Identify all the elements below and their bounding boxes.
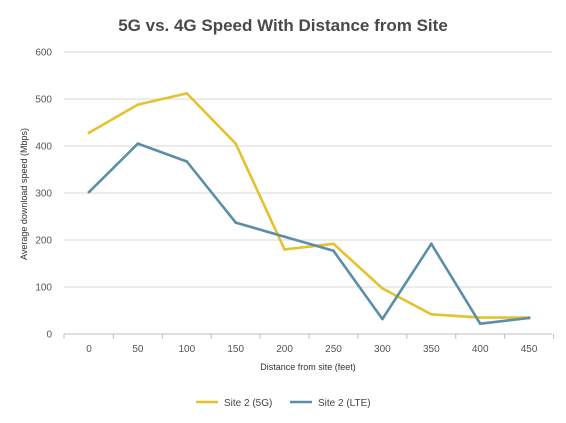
x-axis-label: Distance from site (feet) <box>260 362 356 372</box>
watermark-text: 笙亿网络策划 <box>454 397 557 418</box>
data-point <box>527 316 531 320</box>
chart-title: 5G vs. 4G Speed With Distance from Site <box>118 16 448 35</box>
x-tick-label: 300 <box>374 344 391 355</box>
legend: Site 2 (5G) Site 2 (LTE) <box>196 398 371 409</box>
series-line-2 <box>87 142 531 326</box>
y-tick-label: 0 <box>46 330 52 341</box>
data-point <box>234 142 238 146</box>
y-tick-label: 400 <box>35 142 52 153</box>
axes <box>63 333 555 339</box>
y-tick-label: 200 <box>35 236 52 247</box>
x-tick-labels: 0 50 100 150 200 250 300 350 400 450 <box>86 344 538 355</box>
data-point <box>429 242 433 246</box>
y-tick-label: 300 <box>35 189 52 200</box>
legend-label: Site 2 (LTE) <box>318 398 371 409</box>
data-point <box>332 242 335 246</box>
x-tick-label: 100 <box>178 344 195 355</box>
x-tick-label: 350 <box>423 344 440 355</box>
data-point <box>185 160 189 163</box>
data-point <box>87 190 91 194</box>
data-point <box>429 312 433 316</box>
data-point <box>136 142 140 146</box>
y-tick-labels: 0 100 200 300 400 500 600 <box>35 48 52 341</box>
data-point <box>332 249 335 253</box>
y-axis-label: Average download speed (Mbps) <box>19 128 29 260</box>
series-lines <box>87 91 531 326</box>
x-tick-label: 400 <box>472 344 489 355</box>
data-point <box>234 221 238 225</box>
x-tick-label: 0 <box>86 344 92 355</box>
x-tick-label: 450 <box>521 344 538 355</box>
data-point <box>87 131 91 135</box>
data-point <box>381 287 384 290</box>
y-tick-label: 500 <box>35 95 52 106</box>
y-tick-label: 600 <box>35 48 52 59</box>
x-tick-label: 200 <box>276 344 293 355</box>
data-point <box>283 235 286 239</box>
data-point <box>185 91 189 95</box>
x-tick-label: 50 <box>132 344 144 355</box>
data-point <box>478 322 482 326</box>
data-point <box>478 316 482 319</box>
legend-label: Site 2 (5G) <box>224 398 272 409</box>
x-tick-label: 250 <box>325 344 342 355</box>
gridlines <box>64 51 552 288</box>
data-point <box>136 103 140 107</box>
data-point <box>381 317 384 321</box>
y-tick-label: 100 <box>35 283 52 294</box>
series-line-1 <box>87 92 531 319</box>
data-point <box>283 248 286 251</box>
x-tick-label: 150 <box>227 344 244 355</box>
